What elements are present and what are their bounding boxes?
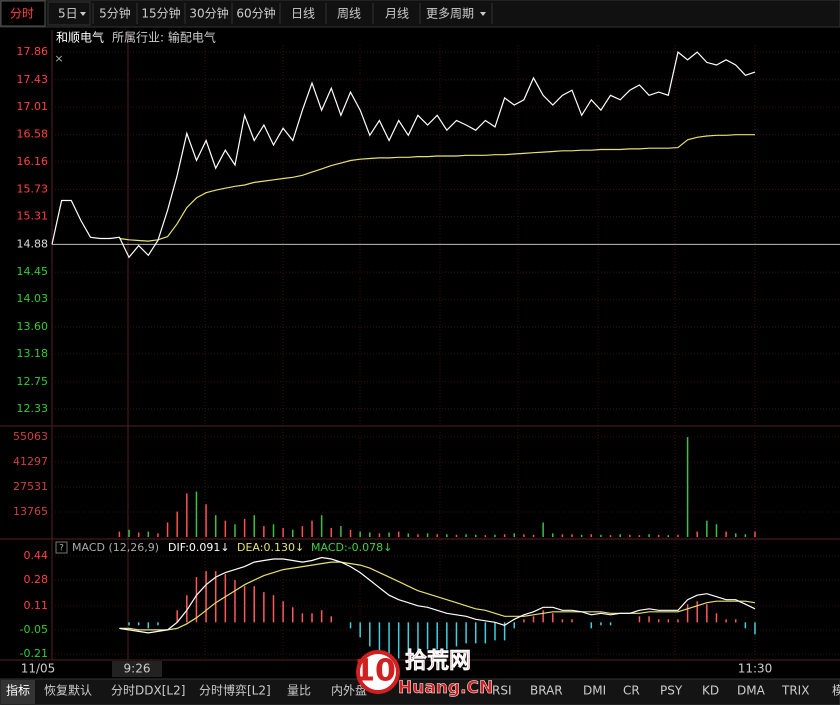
industry: 所属行业: 输配电气 <box>112 30 216 45</box>
bottom-bar <box>0 678 840 705</box>
bottom-tab[interactable]: TRIX <box>781 684 809 698</box>
bottom-tab[interactable]: 分时DDX[L2] <box>111 684 185 698</box>
y-tick-label: 16.58 <box>17 128 49 141</box>
help-icon[interactable] <box>55 541 68 554</box>
watermark-domain: Huang.CN <box>398 678 493 698</box>
y-tick-label: 13.18 <box>17 347 49 360</box>
bottom-tab[interactable]: DMA <box>737 684 766 698</box>
time-highlight <box>112 661 162 677</box>
tab[interactable]: 60分钟 <box>236 6 275 21</box>
tab[interactable]: 周线 <box>337 7 361 21</box>
dif-label: DIF:0.091↓ <box>168 541 230 554</box>
y-tick-label: 0.28 <box>24 573 49 586</box>
bottom-tab[interactable]: RSI <box>492 684 512 698</box>
y-tick-label: 41297 <box>13 455 48 468</box>
dea-line <box>119 561 756 631</box>
dif-line <box>119 556 756 634</box>
bottom-tab[interactable]: KD <box>702 684 719 698</box>
help-icon-mark: ? <box>59 544 64 554</box>
dropdown-arrow <box>480 12 486 16</box>
bottom-tab[interactable]: CR <box>623 684 640 698</box>
y-tick-label: 14.45 <box>17 265 49 278</box>
bottom-tab[interactable]: 分时博弈[L2] <box>199 683 271 698</box>
y-tick-label: 17.43 <box>17 73 49 86</box>
time-label: 11/05 <box>21 662 56 676</box>
y-tick-label: 0.44 <box>24 549 49 562</box>
bottom-tab[interactable]: 模 <box>832 684 840 698</box>
price-line <box>51 51 756 259</box>
watermark-name: 拾荒网 <box>405 648 471 674</box>
bottom-tab[interactable]: DMI <box>583 684 606 698</box>
y-tick-label: 55063 <box>13 430 48 443</box>
y-tick-label: 17.01 <box>17 100 49 113</box>
tab-active-bg <box>0 0 46 27</box>
bottom-tab[interactable]: 指标 <box>6 683 30 698</box>
time-label: 9:26 <box>124 662 151 676</box>
dropdown-arrow <box>80 12 86 16</box>
y-tick-label: 13765 <box>13 505 48 518</box>
macd-label: MACD:-0.078↓ <box>311 541 392 554</box>
watermark: 10 拾荒网 Huang.CN <box>354 648 493 699</box>
stock-name: 和顺电气 <box>56 30 104 45</box>
bottom-tab[interactable]: 量比 <box>287 684 311 698</box>
y-tick-label: -0.21 <box>20 647 48 660</box>
y-tick-label: 0.11 <box>24 599 49 612</box>
bottom-tab[interactable]: 内外盘 <box>331 683 367 698</box>
bottom-tab-active <box>1 680 35 704</box>
plots: 17.86 17.43 17.01 16.58 16.16 15.73 15.31 14.88… <box>13 45 840 660</box>
bottom-tab[interactable]: BRAR <box>530 684 563 698</box>
y-tick-label: 15.73 <box>17 183 49 196</box>
close-button[interactable]: × <box>54 52 63 65</box>
tab-border <box>47 1 91 26</box>
y-tick-label: 12.33 <box>17 402 49 415</box>
bottom-tab[interactable]: 恢复默认 <box>44 683 92 698</box>
tab-separators <box>92 3 493 24</box>
tab[interactable]: 月线 <box>385 7 409 21</box>
tab[interactable]: 15分钟 <box>141 6 180 21</box>
y-tick-label: 14.03 <box>17 292 49 305</box>
y-tick-label: 27531 <box>13 480 48 493</box>
y-tick-label: 12.75 <box>17 375 49 388</box>
tab[interactable]: 分时 <box>10 7 34 21</box>
y-tick-label: 13.60 <box>17 320 49 333</box>
tab[interactable]: 30分钟 <box>189 6 228 21</box>
y-tick-label: 17.86 <box>17 45 49 58</box>
y-tick-label: 16.16 <box>17 155 49 168</box>
tab[interactable]: 5分钟 <box>99 6 131 21</box>
time-label: 11:30 <box>738 662 773 676</box>
y-tick-label: -0.05 <box>20 623 48 636</box>
tab[interactable]: 更多周期 <box>426 7 474 21</box>
y-tick-label: 14.88 <box>17 237 49 250</box>
watermark-ring <box>356 650 400 694</box>
bottom-tab[interactable]: PSY <box>660 684 683 698</box>
tab[interactable]: 5日 <box>58 7 78 21</box>
average-line <box>119 134 755 242</box>
tab[interactable]: 日线 <box>291 7 315 21</box>
dea-label: DEA:0.130↓ <box>237 541 304 554</box>
macd-title: MACD (12,26,9) <box>72 541 159 554</box>
y-tick-label: 15.31 <box>17 210 49 223</box>
watermark-number: 10 <box>354 654 396 689</box>
